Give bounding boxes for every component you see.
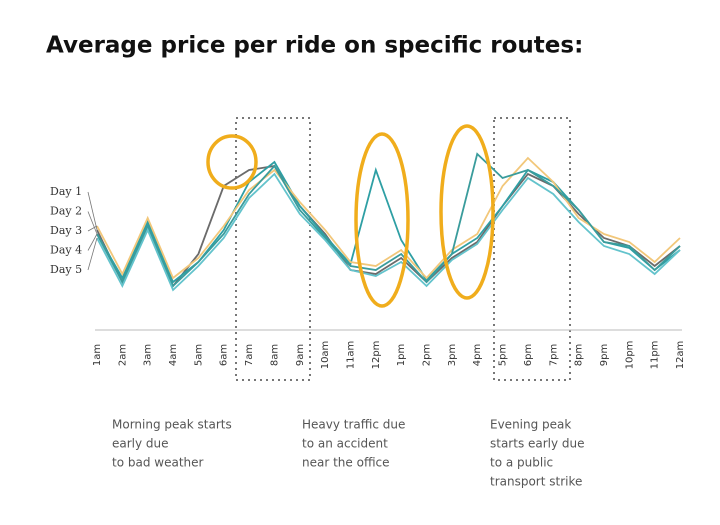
chart-title: Average price per ride on specific route…	[46, 33, 583, 59]
x-tick-label: 12am	[675, 341, 686, 370]
x-tick-label: 12pm	[371, 341, 382, 370]
x-tick-label: 4am	[168, 344, 179, 366]
annotation: to an accident	[302, 437, 388, 451]
annotation: Morning peak starts	[112, 418, 232, 432]
x-tick-label: 7am	[244, 344, 255, 366]
highlight	[206, 134, 258, 190]
series-line	[96, 165, 681, 288]
series-line	[96, 152, 681, 288]
legend-connector	[87, 211, 98, 235]
highlight	[354, 132, 410, 308]
x-tick-label: 5pm	[498, 344, 509, 366]
x-tick-label: 1am	[92, 344, 103, 366]
x-tick-label: 9pm	[599, 344, 610, 366]
x-tick-label: 8pm	[574, 344, 585, 366]
x-tick-label: 9am	[295, 344, 306, 366]
series-line	[96, 172, 681, 292]
annotation: to a public	[490, 456, 553, 470]
annotation: Evening peak	[490, 418, 571, 432]
legend-label: Day 2	[50, 205, 82, 218]
legend-label: Day 3	[50, 224, 82, 237]
legend-connector	[87, 225, 98, 232]
x-tick-label: 3am	[143, 344, 154, 366]
x-tick-label: 11am	[345, 341, 356, 370]
annotation: near the office	[302, 456, 390, 470]
x-tick-label: 6pm	[523, 344, 534, 366]
legend-connector	[87, 233, 98, 251]
x-tick-label: 10pm	[624, 341, 635, 370]
annotation: transport strike	[490, 475, 582, 489]
legend-label: Day 5	[50, 263, 82, 276]
legend-label: Day 4	[50, 244, 82, 257]
series-line	[96, 156, 681, 280]
legend-connector	[87, 191, 98, 231]
x-tick-label: 6am	[219, 344, 230, 366]
x-tick-label: 1pm	[396, 344, 407, 366]
annotation: early due	[112, 437, 169, 451]
x-tick-label: 2am	[117, 344, 128, 366]
annotation: Heavy traffic due	[302, 418, 405, 432]
series-line	[96, 160, 681, 284]
x-tick-label: 10am	[320, 341, 331, 370]
annotation: to bad weather	[112, 456, 204, 470]
x-tick-label: 3pm	[447, 344, 458, 366]
x-tick-label: 7pm	[548, 344, 559, 366]
x-tick-label: 8am	[269, 344, 280, 366]
highlight	[439, 124, 495, 300]
x-tick-label: 4pm	[472, 344, 483, 366]
period-box	[493, 117, 571, 381]
x-tick-label: 5am	[193, 344, 204, 366]
annotation: starts early due	[490, 437, 585, 451]
x-tick-label: 2pm	[422, 344, 433, 366]
legend-label: Day 1	[50, 185, 82, 198]
legend-connector	[87, 237, 98, 271]
x-tick-label: 11pm	[650, 341, 661, 370]
period-box	[235, 117, 311, 381]
